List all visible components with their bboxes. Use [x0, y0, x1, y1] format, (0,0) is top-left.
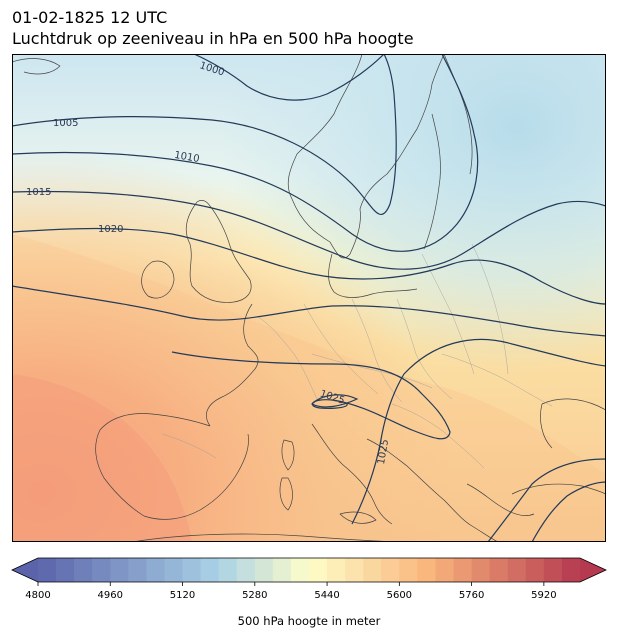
isobar-1000	[193, 54, 385, 101]
colorbar-cell	[236, 558, 256, 582]
colorbar-cells	[38, 558, 581, 582]
colorbar-tick-label: 4800	[25, 590, 50, 601]
colorbar: 4800 4960 5120 5280 5440 5600 5760 5920	[11, 557, 607, 601]
colorbar-cell	[56, 558, 75, 582]
colorbar-cell	[489, 558, 509, 582]
weather-map: 1000 1005 1010 1015 1020 1025 1025	[12, 54, 606, 542]
colorbar-cell	[417, 558, 436, 582]
colorbar-tick-label: 5760	[459, 590, 484, 601]
colorbar-cell	[327, 558, 346, 582]
colorbar-cell	[164, 558, 183, 582]
colorbar-tick-label: 5120	[170, 590, 195, 601]
map-title-date: 01-02-1825 12 UTC	[12, 8, 168, 27]
colorbar-cell	[309, 558, 328, 582]
colorbar-extend-high	[580, 558, 606, 582]
colorbar-cell	[507, 558, 527, 582]
colorbar-cell	[399, 558, 418, 582]
height-field-warm-area	[12, 54, 606, 542]
isobar-1010	[12, 54, 479, 252]
isobar-1020-south	[487, 458, 606, 542]
isobar-1015	[12, 190, 606, 270]
isobar-label-1020: 1020	[98, 224, 123, 235]
colorbar-tick-label: 5280	[242, 590, 267, 601]
colorbar-tick-label: 5920	[531, 590, 556, 601]
isobar-1022	[12, 285, 606, 337]
colorbar-ticks: 4800 4960 5120 5280 5440 5600 5760 5920	[25, 582, 557, 601]
colorbar-cell	[200, 558, 220, 582]
colorbar-cell	[435, 558, 454, 582]
map-frame	[12, 54, 606, 542]
isobar-label-1015: 1015	[26, 187, 51, 198]
height-band-warm	[12, 374, 192, 542]
colorbar-cell	[146, 558, 165, 582]
isobar-1025-south	[351, 338, 606, 525]
colorbar-cell	[561, 558, 581, 582]
colorbar-cell	[182, 558, 201, 582]
isobar-label-1025-south: 1025	[376, 438, 391, 465]
colorbar-cell	[272, 558, 292, 582]
colorbar-cell	[363, 558, 382, 582]
isobar-label-1005: 1005	[53, 118, 78, 129]
colorbar-cell	[38, 558, 57, 582]
colorbar-label: 500 hPa hoogte in meter	[237, 614, 381, 628]
colorbar-cell	[110, 558, 129, 582]
isobar-1025-closed	[310, 394, 359, 408]
map-title-description: Luchtdruk op zeeniveau in hPa en 500 hPa…	[12, 29, 414, 48]
colorbar-cell	[254, 558, 274, 582]
colorbar-cell	[453, 558, 472, 582]
colorbar-tick-label: 4960	[98, 590, 123, 601]
colorbar-tick-label: 5600	[387, 590, 412, 601]
isobar-label-1010: 1010	[173, 150, 200, 165]
colorbar-cell	[381, 558, 400, 582]
colorbar-cell	[543, 558, 563, 582]
isobar-1015-south	[531, 481, 606, 542]
colorbar-cell	[128, 558, 147, 582]
colorbar-cell	[92, 558, 111, 582]
colorbar-tick-label: 5440	[314, 590, 339, 601]
colorbar-cell	[345, 558, 364, 582]
isobar-1025	[171, 351, 451, 440]
colorbar-cell	[471, 558, 491, 582]
colorbar-cell	[218, 558, 238, 582]
colorbar-cell	[525, 558, 545, 582]
isobar-1005	[12, 54, 397, 216]
colorbar-cell	[74, 558, 93, 582]
colorbar-cell	[290, 558, 310, 582]
colorbar-extend-low	[12, 558, 38, 582]
isobars	[12, 54, 606, 542]
isobar-1020	[12, 227, 606, 305]
